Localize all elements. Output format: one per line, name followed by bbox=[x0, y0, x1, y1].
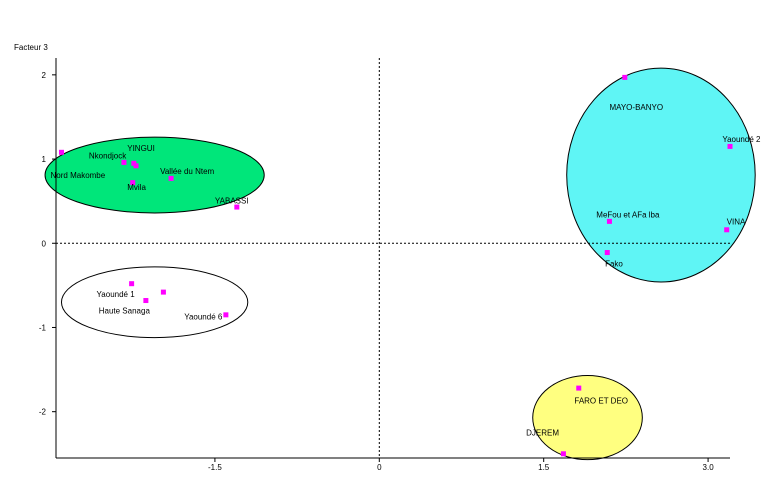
data-point-8 bbox=[133, 163, 139, 169]
data-point-1 bbox=[727, 143, 733, 149]
data-point-2 bbox=[606, 218, 612, 224]
data-point-6 bbox=[121, 159, 127, 165]
data-label-15: Yaoundé 6 bbox=[184, 313, 223, 322]
x-tick-label-2: 1.5 bbox=[538, 463, 550, 472]
tick-marks: -1.5 0 1.5 3.0 2 1 0 -1 -2 bbox=[39, 71, 714, 472]
data-point-7 bbox=[131, 160, 137, 166]
y-tick-label-1: 1 bbox=[42, 155, 47, 164]
data-point-17 bbox=[560, 451, 566, 457]
point-labels: MAYO-BANYO Yaoundé 2 MeFou et AFa lba VINA F… bbox=[51, 103, 761, 438]
data-label-3: VINA bbox=[727, 217, 746, 226]
y-tick-label-0: 2 bbox=[42, 71, 47, 80]
data-label-4: Fako bbox=[605, 259, 623, 268]
x-tick-label-3: 3.0 bbox=[703, 463, 715, 472]
data-point-5 bbox=[58, 149, 64, 155]
data-label-6: Nkondjock bbox=[89, 152, 127, 161]
group-ellipse-green bbox=[44, 136, 265, 214]
group-ellipse-yellow bbox=[532, 374, 643, 461]
data-point-16 bbox=[576, 385, 582, 391]
group-ellipse-cyan bbox=[566, 67, 756, 283]
data-point-0 bbox=[622, 74, 628, 80]
group-ellipses bbox=[44, 67, 756, 461]
data-label-2: MeFou et AFa lba bbox=[596, 211, 660, 220]
y-tick-label-2: 0 bbox=[42, 239, 47, 248]
x-tick-label-0: -1.5 bbox=[208, 463, 222, 472]
data-point-11 bbox=[234, 204, 240, 210]
axes bbox=[55, 58, 730, 459]
data-label-14: Haute Sanaga bbox=[99, 307, 151, 316]
data-point-13 bbox=[160, 289, 166, 295]
data-point-12 bbox=[129, 281, 135, 287]
data-label-0: MAYO-BANYO bbox=[609, 103, 663, 112]
data-point-14 bbox=[143, 298, 149, 304]
data-label-12: Yaoundé 1 bbox=[97, 290, 136, 299]
x-tick-label-1: 0 bbox=[377, 463, 382, 472]
data-label-11: YABASSI bbox=[215, 196, 249, 205]
data-label-9: Vallée du Ntem bbox=[160, 167, 214, 176]
data-point-9 bbox=[168, 175, 174, 181]
data-point-4 bbox=[604, 250, 610, 256]
data-label-10: Mvila bbox=[127, 183, 146, 192]
data-label-1: Yaoundé 2 bbox=[722, 135, 761, 144]
data-points bbox=[58, 74, 733, 457]
data-point-15 bbox=[223, 312, 229, 318]
zero-reference-lines bbox=[56, 58, 730, 458]
y-tick-label-4: -2 bbox=[39, 408, 47, 417]
data-point-3 bbox=[724, 227, 730, 233]
y-axis-title: Facteur 3 bbox=[14, 43, 48, 52]
group-ellipse-white bbox=[60, 266, 249, 339]
data-point-10 bbox=[130, 180, 136, 186]
y-tick-label-3: -1 bbox=[39, 323, 47, 332]
data-label-7: YINGUI bbox=[127, 144, 155, 153]
data-label-16: FARO ET DEO bbox=[574, 397, 628, 406]
data-label-17: DJEREM bbox=[526, 429, 559, 438]
data-label-5: Nord Makombe bbox=[51, 171, 106, 180]
